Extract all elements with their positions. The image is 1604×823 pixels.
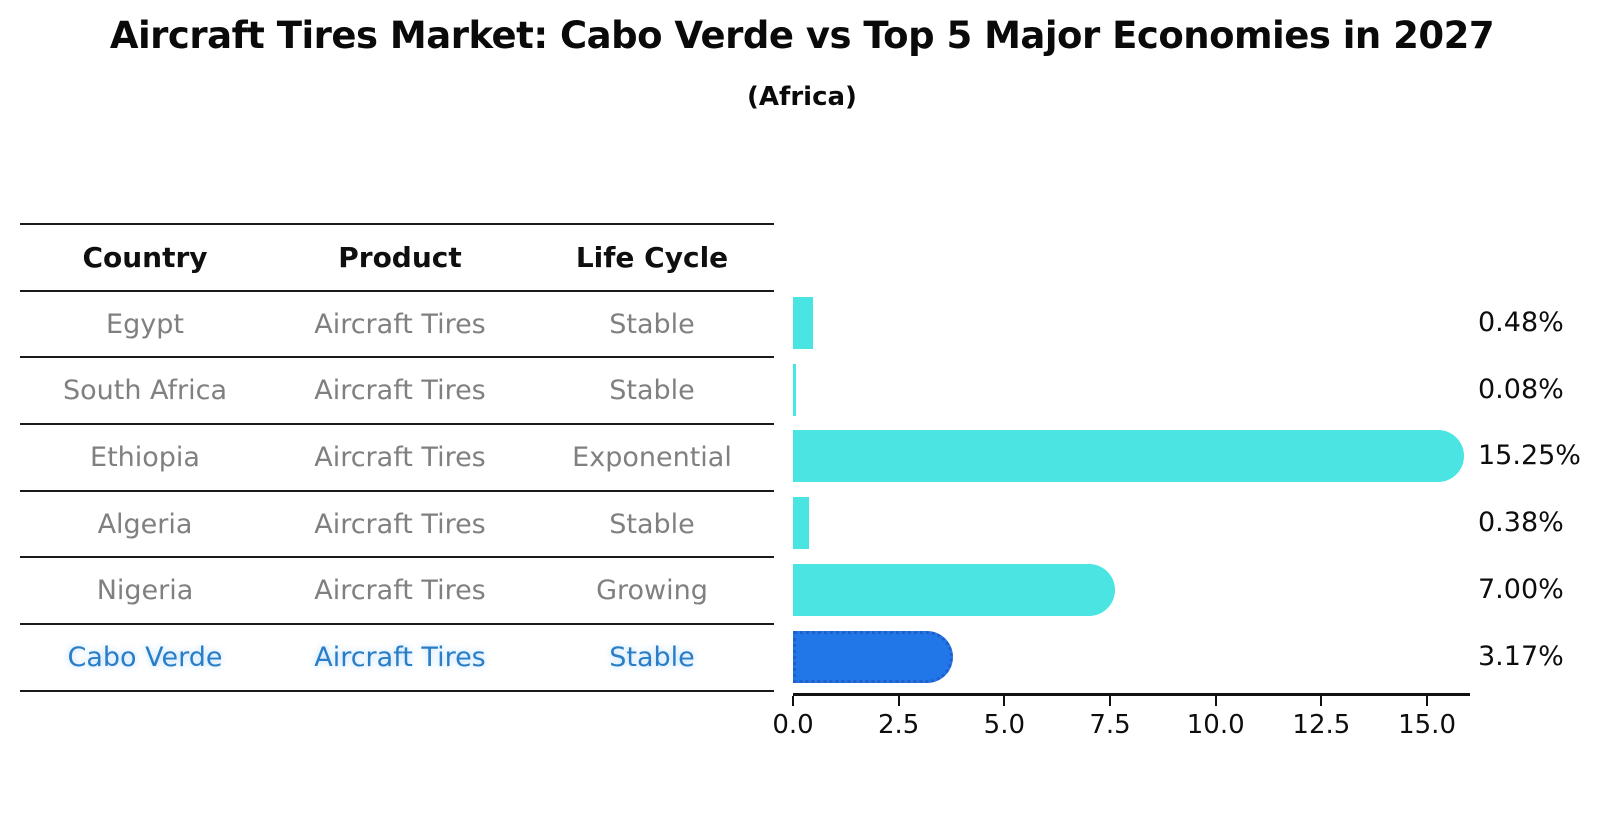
x-axis-tick-label: 10.0 (1186, 710, 1245, 740)
table-row: Ethiopia Aircraft Tires Exponential (20, 425, 774, 492)
table-body: Egypt Aircraft Tires Stable South Africa Air… (20, 292, 774, 692)
table-cell-product: Aircraft Tires (314, 375, 486, 407)
table-row: Algeria Aircraft Tires Stable (20, 492, 774, 559)
bar-nigeria (793, 563, 1115, 616)
bar-value-label: 0.08% (1478, 373, 1564, 405)
table-cell-life-cycle: Growing (596, 575, 708, 607)
table-header-product: Product (338, 240, 462, 274)
table-cell-country: Cabo Verde (67, 641, 223, 673)
chart-title: Aircraft Tires Market: Cabo Verde vs Top… (109, 14, 1495, 57)
country-info-table: Country Product Life Cycle Egypt Aircraft… (20, 223, 774, 692)
table-cell-country: Nigeria (96, 575, 194, 607)
table-cell-product: Aircraft Tires (314, 308, 486, 340)
table-cell-life-cycle: Exponential (572, 441, 732, 473)
table-header-country: Country (82, 240, 208, 274)
bar-south-africa (793, 363, 797, 416)
table-cell-life-cycle: Stable (609, 308, 695, 340)
bar-value-label: 15.25% (1478, 440, 1581, 472)
x-axis-tick (792, 696, 794, 706)
x-axis-line (793, 693, 1470, 696)
table-cell-life-cycle: Stable (609, 641, 695, 673)
table-cell-product: Aircraft Tires (314, 575, 486, 607)
x-axis-tick (1109, 696, 1112, 706)
table-cell-life-cycle: Stable (609, 508, 695, 540)
table-cell-product: Aircraft Tires (314, 508, 486, 540)
bar-ethiopia (793, 430, 1464, 483)
bar-egypt (793, 297, 814, 350)
x-axis-tick (1320, 696, 1323, 706)
x-axis-tick (1214, 696, 1217, 706)
table-header-row: Country Product Life Cycle (20, 225, 774, 292)
x-axis-tick-label: 0.0 (772, 710, 814, 740)
table-row: South Africa Aircraft Tires Stable (20, 358, 774, 426)
x-axis-tick-label: 12.5 (1292, 710, 1351, 740)
table-row: Cabo Verde Aircraft Tires Stable (20, 625, 774, 692)
x-axis-tick-label: 2.5 (877, 710, 920, 740)
table-cell-country: Ethiopia (90, 441, 200, 473)
bar-value-label: 0.48% (1478, 307, 1564, 339)
table-header-life-cycle: Life Cycle (575, 240, 729, 274)
table-cell-country: South Africa (62, 375, 228, 407)
bar-value-label: 0.38% (1478, 507, 1564, 539)
table-cell-country: Algeria (97, 508, 193, 540)
x-axis-tick (1003, 696, 1006, 706)
table-row: Egypt Aircraft Tires Stable (20, 292, 774, 359)
bar-cabo-verde (793, 630, 953, 683)
chart-subtitle: (Africa) (747, 82, 857, 112)
bar-value-label: 7.00% (1478, 573, 1564, 605)
table-cell-country: Egypt (106, 308, 184, 340)
x-axis-tick (1426, 696, 1429, 706)
bar-value-label: 3.17% (1478, 640, 1564, 672)
x-axis-tick-label: 7.5 (1089, 710, 1131, 740)
table-cell-life-cycle: Stable (609, 375, 695, 407)
table-cell-product: Aircraft Tires (314, 441, 486, 473)
table-cell-product: Aircraft Tires (314, 641, 486, 673)
bar-algeria (793, 497, 810, 550)
table-row: Nigeria Aircraft Tires Growing (20, 558, 774, 626)
x-axis-tick (897, 696, 900, 706)
x-axis-tick-label: 15.0 (1398, 710, 1456, 740)
x-axis-tick-label: 5.0 (983, 710, 1026, 740)
